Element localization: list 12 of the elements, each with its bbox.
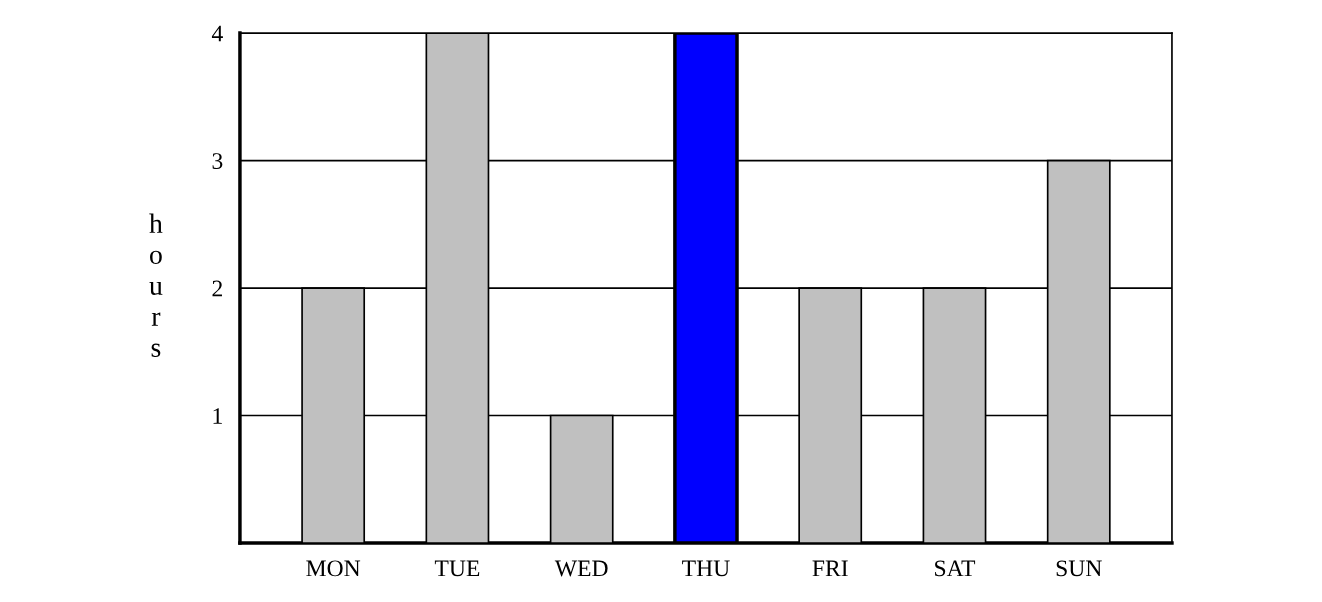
x-tick-label: SUN bbox=[1056, 560, 1102, 577]
x-tick-label: SAT bbox=[935, 560, 976, 577]
y-axis-title: hours bbox=[149, 213, 163, 357]
y-tick-label: 4 bbox=[211, 25, 223, 42]
y-tick-label: 2 bbox=[212, 280, 222, 297]
x-tick-label: THU bbox=[682, 560, 730, 577]
y-tick-label: 3 bbox=[212, 153, 223, 170]
y-tick-label: 1 bbox=[213, 408, 222, 424]
x-tick-label: TUE bbox=[434, 560, 480, 577]
x-tick-label: FRI bbox=[812, 560, 848, 577]
x-tick-label: MON bbox=[306, 560, 361, 577]
x-tick-label: WED bbox=[554, 560, 608, 577]
